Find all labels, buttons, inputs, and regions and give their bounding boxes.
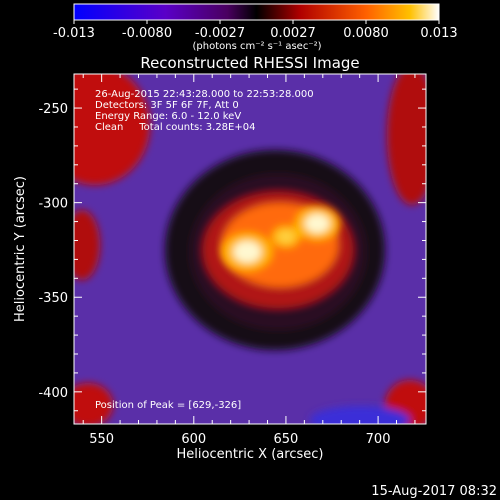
chart-title: Reconstructed RHESSI Image: [140, 54, 359, 72]
plot-border: [73, 73, 427, 425]
red-region-bottom-left: [74, 383, 113, 424]
red-region-top-right: [387, 74, 426, 205]
y-tick-label: -400: [38, 386, 68, 401]
colorbar-tick-label: -0.013: [53, 26, 95, 41]
colorbar-tick-label: -0.0080: [122, 26, 172, 41]
x-axis: 550 600 650 700: [82, 74, 416, 447]
x-tick-label: 700: [366, 432, 391, 447]
source-peak-core: [277, 230, 295, 244]
time-range-text: 26-Aug-2015 22:43:28.000 to 22:53:28.000: [95, 89, 314, 100]
method-counts-text: Clean Total counts: 3.28E+04: [95, 122, 255, 133]
colorbar-tick-label: 0.013: [420, 26, 457, 41]
blue-region-bottom: [310, 406, 410, 424]
x-tick-label: 650: [274, 432, 299, 447]
red-region-left: [74, 210, 100, 280]
x-axis-title: Heliocentric X (arcsec): [177, 447, 324, 462]
y-tick-label: -300: [38, 197, 68, 212]
source-peak-core: [304, 213, 330, 234]
y-tick-label: -250: [38, 102, 68, 117]
red-region-top-left: [74, 74, 150, 185]
energy-range-text: Energy Range: 6.0 - 12.0 keV: [95, 111, 241, 122]
source-peaks: [221, 205, 341, 272]
colorbar-tick-label: 0.0080: [343, 26, 389, 41]
footer-date: 15-Aug-2017 08:32: [371, 484, 497, 499]
x-tick-label: 600: [181, 432, 206, 447]
info-annotations: 26-Aug-2015 22:43:28.000 to 22:53:28.000…: [95, 89, 314, 411]
y-axis-title: Heliocentric Y (arcsec): [13, 176, 28, 322]
x-tick-label: 550: [89, 432, 114, 447]
colorbar-ticks: -0.013 -0.0080 -0.0027 0.0027 0.0080 0.013: [53, 20, 458, 41]
colorbar-unit-label: (photons cm⁻² s⁻¹ asec⁻²): [192, 41, 321, 52]
y-tick-label: -350: [38, 291, 68, 306]
colorbar-gradient: [73, 3, 440, 21]
detectors-text: Detectors: 3F 5F 6F 7F, Att 0: [95, 100, 239, 111]
colorbar-tick-label: 0.0027: [270, 26, 316, 41]
source-peak-core: [233, 240, 262, 263]
colorbar-tick-label: -0.0027: [195, 26, 245, 41]
y-axis: -250 -300 -350 -400: [38, 88, 426, 412]
colorbar: -0.013 -0.0080 -0.0027 0.0027 0.0080 0.013 (p…: [53, 3, 458, 52]
peak-position-text: Position of Peak = [629,-326]: [95, 400, 241, 411]
heatmap-image: [74, 74, 426, 424]
